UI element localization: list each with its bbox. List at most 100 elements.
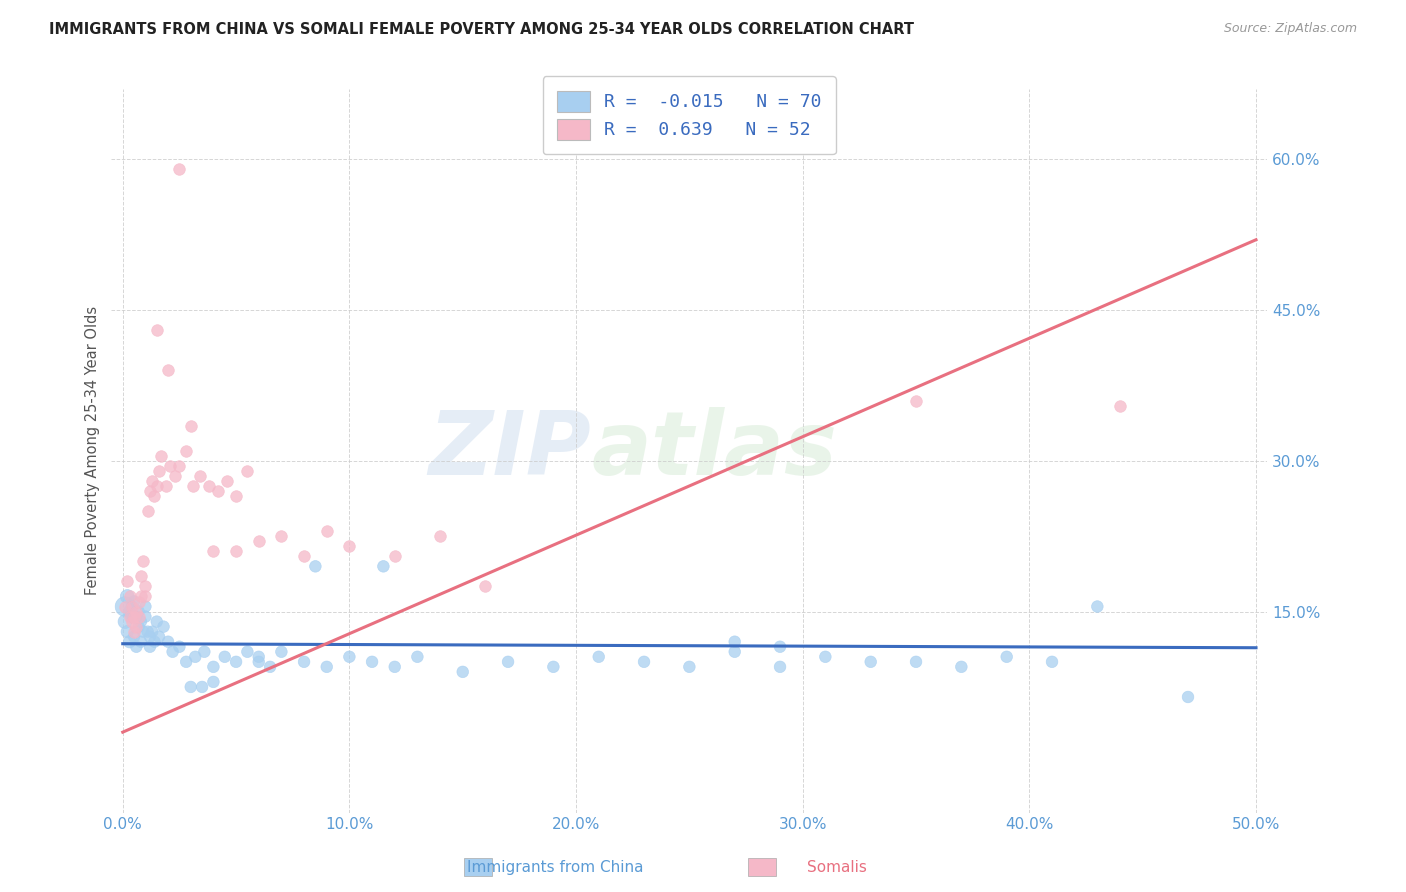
Point bbox=[207, 483, 229, 498]
Point bbox=[122, 624, 145, 639]
Point bbox=[117, 574, 139, 589]
Point bbox=[122, 594, 145, 608]
Point bbox=[995, 649, 1018, 664]
Point bbox=[129, 569, 152, 583]
Point bbox=[373, 559, 395, 574]
Point bbox=[181, 479, 204, 493]
Point bbox=[125, 640, 148, 654]
Point bbox=[198, 479, 221, 493]
Point bbox=[1177, 690, 1199, 704]
Point bbox=[129, 615, 152, 629]
Point bbox=[180, 418, 202, 433]
Point bbox=[136, 624, 159, 639]
Point bbox=[145, 615, 167, 629]
Point bbox=[292, 549, 315, 564]
Text: IMMIGRANTS FROM CHINA VS SOMALI FEMALE POVERTY AMONG 25-34 YEAR OLDS CORRELATION: IMMIGRANTS FROM CHINA VS SOMALI FEMALE P… bbox=[49, 22, 914, 37]
Point bbox=[496, 655, 519, 669]
Point bbox=[141, 624, 163, 639]
Point bbox=[134, 590, 156, 604]
Point bbox=[162, 645, 184, 659]
Point bbox=[118, 590, 141, 604]
Point bbox=[128, 594, 150, 608]
Point bbox=[406, 649, 429, 664]
Point bbox=[225, 489, 247, 503]
Point bbox=[247, 649, 270, 664]
Point bbox=[129, 634, 152, 648]
Point bbox=[128, 609, 150, 624]
Point bbox=[169, 458, 191, 473]
Point bbox=[225, 544, 247, 558]
Point bbox=[118, 634, 141, 648]
Text: ZIP: ZIP bbox=[429, 408, 591, 494]
Point bbox=[121, 615, 143, 629]
Point bbox=[134, 579, 156, 593]
Point bbox=[155, 479, 177, 493]
Point bbox=[114, 615, 136, 629]
Point bbox=[141, 474, 163, 488]
Text: atlas: atlas bbox=[591, 408, 837, 494]
Point bbox=[132, 624, 155, 639]
Point bbox=[270, 529, 292, 543]
Point bbox=[132, 554, 155, 568]
Point bbox=[122, 630, 145, 644]
Point bbox=[588, 649, 610, 664]
Point bbox=[769, 660, 792, 674]
Point bbox=[315, 660, 337, 674]
Point bbox=[543, 660, 565, 674]
Point bbox=[121, 599, 143, 614]
Point bbox=[247, 534, 270, 549]
Point bbox=[174, 443, 197, 458]
Point bbox=[128, 605, 150, 619]
Point bbox=[150, 449, 173, 463]
Point bbox=[121, 609, 143, 624]
Point bbox=[361, 655, 384, 669]
Point bbox=[633, 655, 655, 669]
Legend: R =  -0.015   N = 70, R =  0.639   N = 52: R = -0.015 N = 70, R = 0.639 N = 52 bbox=[543, 77, 837, 154]
Point bbox=[163, 469, 186, 483]
Point bbox=[191, 680, 214, 694]
Text: Source: ZipAtlas.com: Source: ZipAtlas.com bbox=[1223, 22, 1357, 36]
Point bbox=[148, 464, 170, 478]
Point bbox=[117, 590, 139, 604]
Point bbox=[304, 559, 326, 574]
Point bbox=[180, 680, 202, 694]
Point bbox=[339, 539, 361, 553]
Point bbox=[143, 489, 166, 503]
Point bbox=[143, 634, 166, 648]
Point bbox=[188, 469, 211, 483]
Point bbox=[202, 660, 225, 674]
Point bbox=[259, 660, 281, 674]
Point bbox=[384, 549, 406, 564]
Point bbox=[474, 579, 496, 593]
Point bbox=[145, 479, 167, 493]
Point bbox=[118, 605, 141, 619]
Point bbox=[429, 529, 451, 543]
Text: Somalis: Somalis bbox=[807, 860, 866, 874]
Point bbox=[814, 649, 837, 664]
Point bbox=[169, 640, 191, 654]
Point bbox=[339, 649, 361, 664]
Point bbox=[139, 483, 162, 498]
Point bbox=[202, 674, 225, 689]
Point bbox=[174, 655, 197, 669]
Point bbox=[114, 599, 136, 614]
Point bbox=[134, 599, 156, 614]
Point bbox=[134, 609, 156, 624]
Point bbox=[270, 645, 292, 659]
Point bbox=[236, 645, 259, 659]
Point bbox=[1109, 399, 1132, 413]
Point bbox=[118, 609, 141, 624]
Point bbox=[157, 634, 180, 648]
Point bbox=[125, 609, 148, 624]
Point bbox=[121, 599, 143, 614]
Point bbox=[129, 590, 152, 604]
Point bbox=[905, 393, 928, 408]
Point bbox=[1085, 599, 1108, 614]
Point bbox=[384, 660, 406, 674]
Point bbox=[724, 645, 747, 659]
Point bbox=[159, 458, 181, 473]
Point bbox=[451, 665, 474, 679]
Point bbox=[128, 620, 150, 634]
Point bbox=[202, 544, 225, 558]
Point bbox=[139, 630, 162, 644]
